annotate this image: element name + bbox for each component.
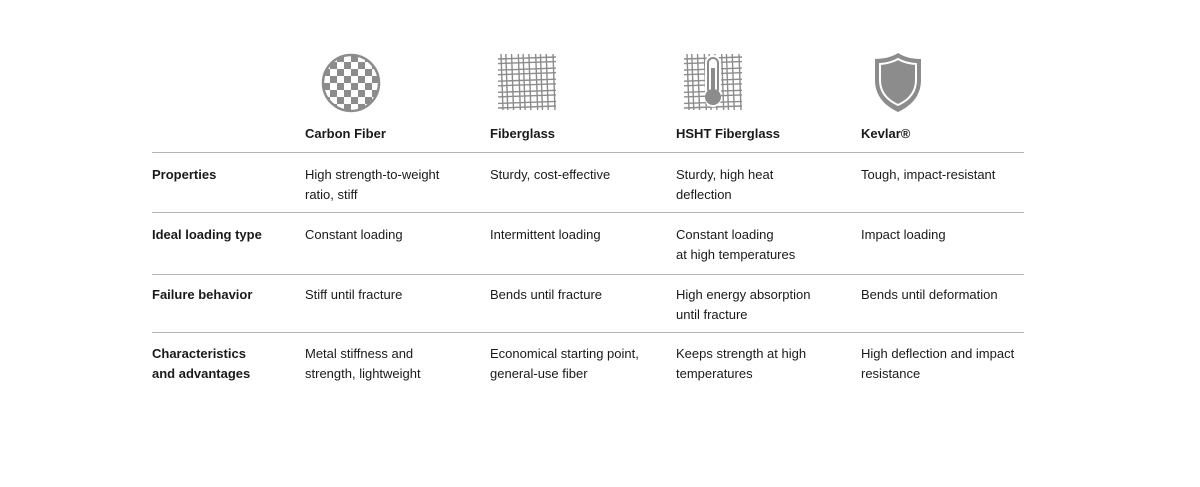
row-label-characteristics: Characteristics and advantages xyxy=(152,346,251,381)
cell-properties-kevlar: Tough, impact-resistant xyxy=(861,167,996,182)
woven-mesh-icon xyxy=(497,53,557,111)
row-label-properties: Properties xyxy=(152,167,217,182)
row-divider xyxy=(152,274,1024,275)
icon-row xyxy=(152,50,1024,116)
hsht-fiberglass-icon-cell xyxy=(676,50,861,116)
fiberglass-icon-cell xyxy=(490,50,675,116)
cell-loading-hsht-fiberglass: Constant loading at high temperatures xyxy=(676,227,796,262)
cell-failure-hsht-fiberglass: High energy absorption until fracture xyxy=(676,287,811,322)
checkered-circle-icon xyxy=(321,53,381,113)
column-header-hsht-fiberglass: HSHT Fiberglass xyxy=(676,126,781,141)
cell-properties-carbon-fiber: High strength-to-weight ratio, stiff xyxy=(305,167,440,202)
cell-properties-fiberglass: Sturdy, cost-effective xyxy=(490,167,611,182)
cell-loading-carbon-fiber: Constant loading xyxy=(305,227,403,242)
cell-loading-fiberglass: Intermittent loading xyxy=(490,227,601,242)
shield-icon xyxy=(875,53,921,112)
column-header-kevlar: Kevlar® xyxy=(861,126,911,141)
row-label-failure-behavior: Failure behavior xyxy=(152,287,253,302)
header-divider xyxy=(152,152,1024,153)
carbon-fiber-icon-cell xyxy=(305,50,490,116)
kevlar-icon-cell xyxy=(861,50,1046,116)
cell-loading-kevlar: Impact loading xyxy=(861,227,946,242)
cell-properties-hsht-fiberglass: Sturdy, high heat deflection xyxy=(676,167,774,202)
cell-characteristics-hsht-fiberglass: Keeps strength at high temperatures xyxy=(676,346,807,381)
column-header-fiberglass: Fiberglass xyxy=(490,126,556,141)
cell-failure-carbon-fiber: Stiff until fracture xyxy=(305,287,403,302)
row-label-ideal-loading-type: Ideal loading type xyxy=(152,227,262,242)
column-header-row: Carbon Fiber Fiberglass HSHT Fiberglass … xyxy=(152,126,1024,146)
cell-characteristics-carbon-fiber: Metal stiffness and strength, lightweigh… xyxy=(305,346,421,381)
cell-failure-fiberglass: Bends until fracture xyxy=(490,287,603,302)
cell-characteristics-kevlar: High deflection and impact resistance xyxy=(861,346,1015,381)
thermometer-mesh-icon xyxy=(683,53,743,111)
row-divider xyxy=(152,212,1024,213)
column-header-carbon-fiber: Carbon Fiber xyxy=(305,126,386,141)
cell-characteristics-fiberglass: Economical starting point, general-use f… xyxy=(490,346,639,381)
row-divider xyxy=(152,332,1024,333)
cell-failure-kevlar: Bends until deformation xyxy=(861,287,998,302)
